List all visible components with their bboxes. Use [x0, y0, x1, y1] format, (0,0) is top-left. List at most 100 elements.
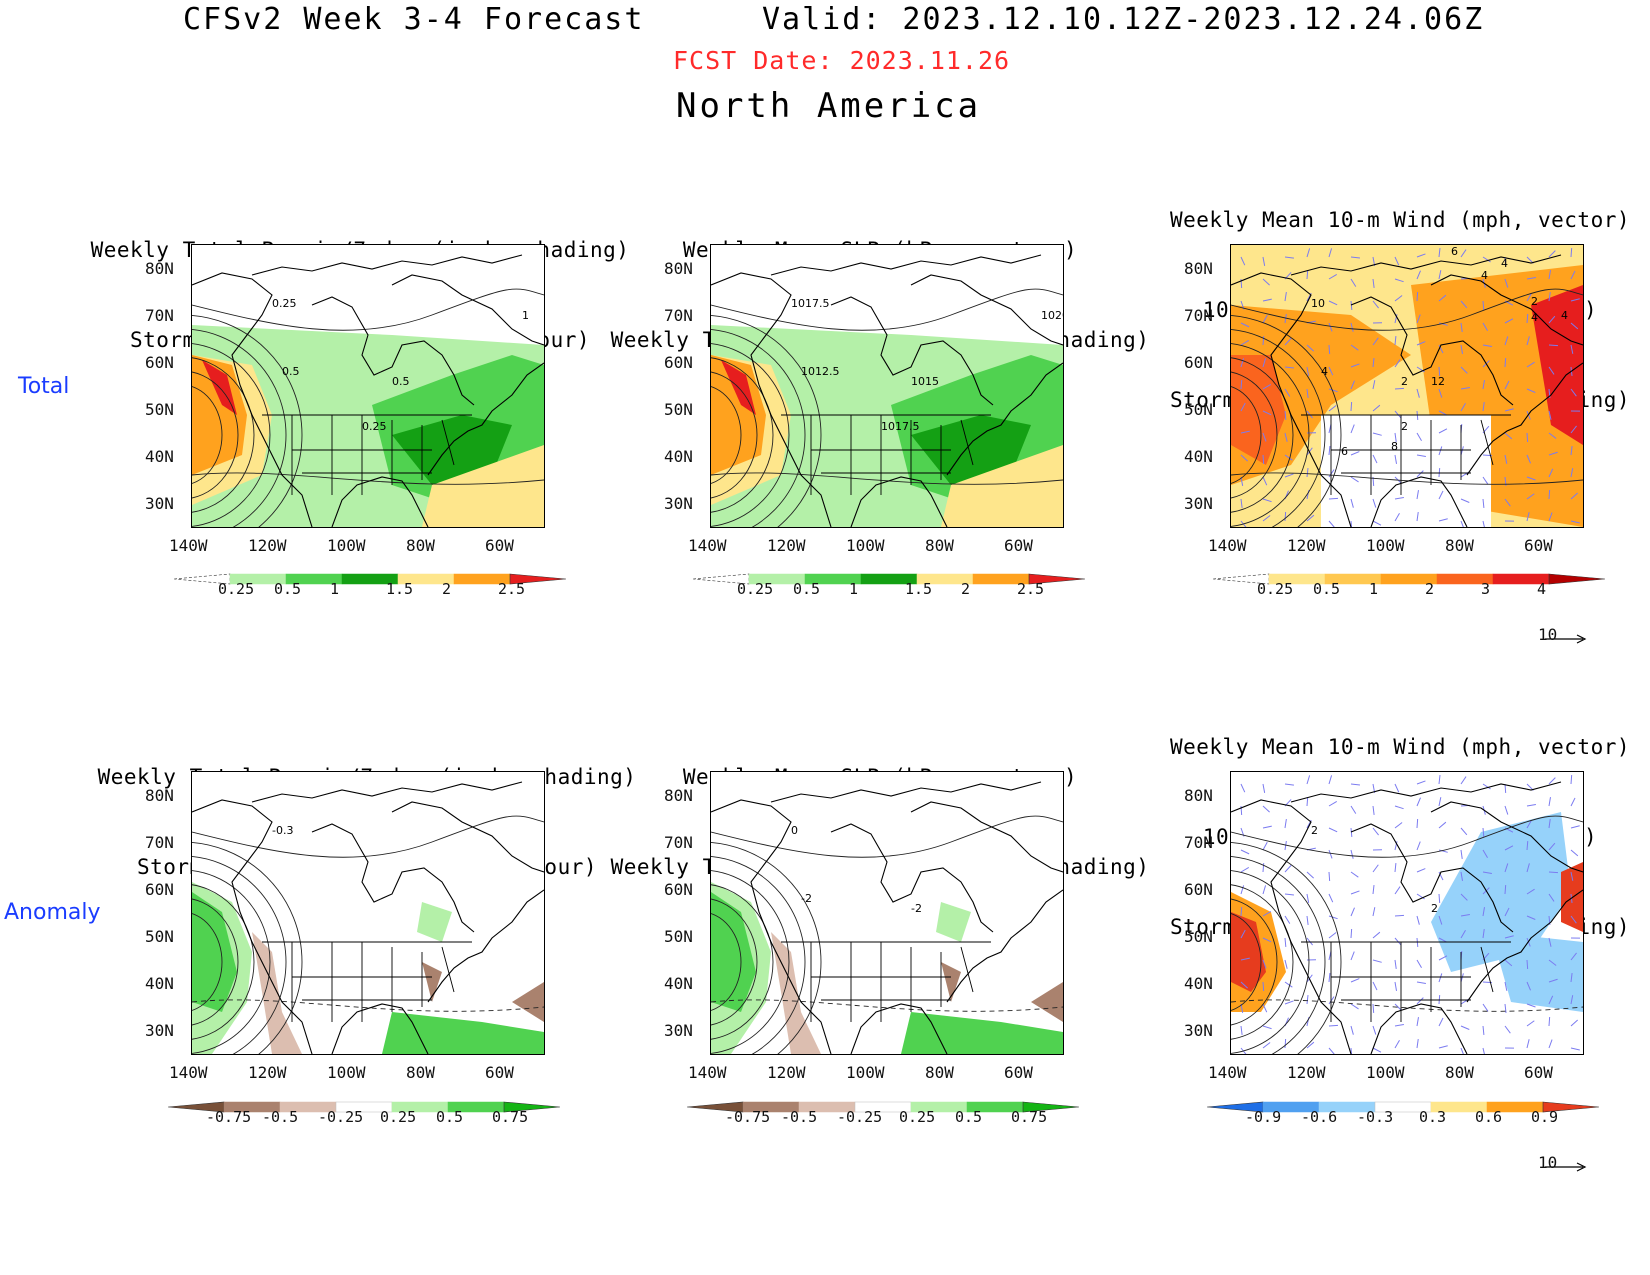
- lon-tick: 80W: [406, 1063, 435, 1082]
- map-total-wind-track: 10 12 4 2 4 6 4 4 6 8 2 4 2: [1230, 244, 1584, 528]
- lat-tick: 60N: [145, 353, 174, 372]
- contour-label: 1017.5: [881, 420, 920, 433]
- lat-tick: 60N: [664, 353, 693, 372]
- lon-tick: 80W: [406, 536, 435, 555]
- row-label-anomaly: Anomaly: [4, 900, 101, 925]
- colorbar-label: -0.6: [1301, 1108, 1338, 1126]
- contour-label: 0: [791, 824, 798, 837]
- lon-tick: 60W: [1004, 1063, 1033, 1082]
- contour-label: 4: [1501, 257, 1508, 270]
- contour-label: 0.5: [282, 365, 300, 378]
- colorbar-label: 2: [1425, 580, 1435, 598]
- colorbar-label: -0.25: [837, 1108, 883, 1126]
- colorbar-precip-anom: -0.75 -0.5 -0.25 0.25 0.5 0.75: [167, 1098, 580, 1126]
- colorbar-label: 0.9: [1531, 1108, 1559, 1126]
- contour-label: 6: [1341, 445, 1348, 458]
- lat-tick: 70N: [664, 833, 693, 852]
- lon-tick: 140W: [169, 536, 208, 555]
- contour-label: 1: [522, 309, 529, 322]
- colorbar-label: 4: [1537, 580, 1547, 598]
- lon-tick: 80W: [1445, 1063, 1474, 1082]
- lon-tick: 60W: [1524, 536, 1553, 555]
- contour-label: 2: [1531, 295, 1538, 308]
- vector-reference-label-bottom: 10: [1538, 1153, 1558, 1172]
- lat-tick: 60N: [145, 880, 174, 899]
- lat-tick: 60N: [1184, 880, 1213, 899]
- colorbar-label: 0.5: [436, 1108, 464, 1126]
- colorbar-segment: [1028, 573, 1086, 585]
- lon-tick: 140W: [1208, 536, 1247, 555]
- colorbar-label: 0.75: [492, 1108, 529, 1126]
- lat-tick: 40N: [1184, 447, 1213, 466]
- lon-tick: 80W: [925, 1063, 954, 1082]
- map-total-precip-track: 0.25 0.5 0.5 0.25 1: [191, 244, 545, 528]
- lon-tick: 120W: [1287, 1063, 1326, 1082]
- colorbar-label: -0.75: [725, 1108, 771, 1126]
- lat-tick: 70N: [1184, 833, 1213, 852]
- contour-label: 0.25: [362, 420, 387, 433]
- lon-tick: 120W: [767, 536, 806, 555]
- main-title: CFSv2 Week 3-4 Forecast: [183, 2, 645, 37]
- colorbar-segment: [1022, 1101, 1080, 1113]
- forecast-date: FCST Date: 2023.11.26: [673, 46, 1011, 75]
- colorbar-label: 0.25: [1257, 580, 1294, 598]
- colorbar-segment: [1542, 1101, 1600, 1113]
- colorbar-label: 0.75: [1011, 1108, 1048, 1126]
- colorbar-precip-total: 0.25 0.5 1 1.5 2 2.5: [692, 570, 1105, 598]
- colorbar-label: 3: [1481, 580, 1491, 598]
- lon-tick: 100W: [846, 536, 885, 555]
- lat-tick: 50N: [145, 400, 174, 419]
- colorbar-label: -0.3: [1357, 1108, 1394, 1126]
- map-total-slp-precip: 1017.5 1015 1012.5 1017.5 1020: [710, 244, 1064, 528]
- colorbar-label: 0.25: [218, 580, 255, 598]
- lat-tick: 50N: [664, 927, 693, 946]
- lon-tick: 60W: [485, 1063, 514, 1082]
- lat-tick: 60N: [664, 880, 693, 899]
- colorbar-precip-total: 0.25 0.5 1 1.5 2 2.5: [173, 570, 586, 598]
- row-label-total: Total: [18, 374, 70, 399]
- colorbar-track-anom: -0.9 -0.6 -0.3 0.3 0.6 0.9: [1206, 1098, 1619, 1126]
- colorbar-label: 1: [1369, 580, 1379, 598]
- contour-label: 1017.5: [791, 297, 830, 310]
- lat-tick: 30N: [145, 1021, 174, 1040]
- colorbar-label: -0.75: [206, 1108, 252, 1126]
- contour-label: 4: [1321, 365, 1328, 378]
- contour-label: 6: [1451, 245, 1458, 258]
- colorbar-segment: [1548, 573, 1606, 585]
- colorbar-segment: [509, 573, 567, 585]
- lat-tick: 80N: [1184, 259, 1213, 278]
- lon-tick: 80W: [925, 536, 954, 555]
- lat-tick: 40N: [145, 974, 174, 993]
- colorbar-segment: [503, 1101, 561, 1113]
- colorbar-label: 0.25: [899, 1108, 936, 1126]
- contour-label: 2: [1431, 902, 1438, 915]
- contour-label: 1015: [911, 375, 939, 388]
- lon-tick: 140W: [688, 536, 727, 555]
- lat-tick: 80N: [664, 259, 693, 278]
- lat-tick: 30N: [1184, 1021, 1213, 1040]
- vector-reference-label-top: 10: [1538, 625, 1558, 644]
- colorbar-label: 0.5: [1313, 580, 1341, 598]
- lon-tick: 120W: [1287, 536, 1326, 555]
- lat-tick: 50N: [1184, 927, 1213, 946]
- colorbar-label: 0.6: [1475, 1108, 1503, 1126]
- colorbar-track-total: 0.25 0.5 1 2 3 4: [1212, 570, 1625, 598]
- lat-tick: 80N: [664, 786, 693, 805]
- lat-tick: 30N: [145, 494, 174, 513]
- lat-tick: 50N: [664, 400, 693, 419]
- colorbar-label: 0.5: [955, 1108, 983, 1126]
- vector-reference-arrow-bottom: [1524, 1140, 1591, 1178]
- lat-tick: 80N: [145, 786, 174, 805]
- lat-tick: 60N: [1184, 353, 1213, 372]
- lat-tick: 80N: [1184, 786, 1213, 805]
- lat-tick: 30N: [1184, 494, 1213, 513]
- colorbar-label: 1: [330, 580, 340, 598]
- colorbar-label: 0.25: [737, 580, 774, 598]
- contour-label: 8: [1391, 440, 1398, 453]
- lon-tick: 80W: [1445, 536, 1474, 555]
- lat-tick: 70N: [1184, 306, 1213, 325]
- colorbar-label: 2: [442, 580, 452, 598]
- contour-label: 4: [1531, 311, 1538, 324]
- contour-label: -2: [801, 892, 812, 905]
